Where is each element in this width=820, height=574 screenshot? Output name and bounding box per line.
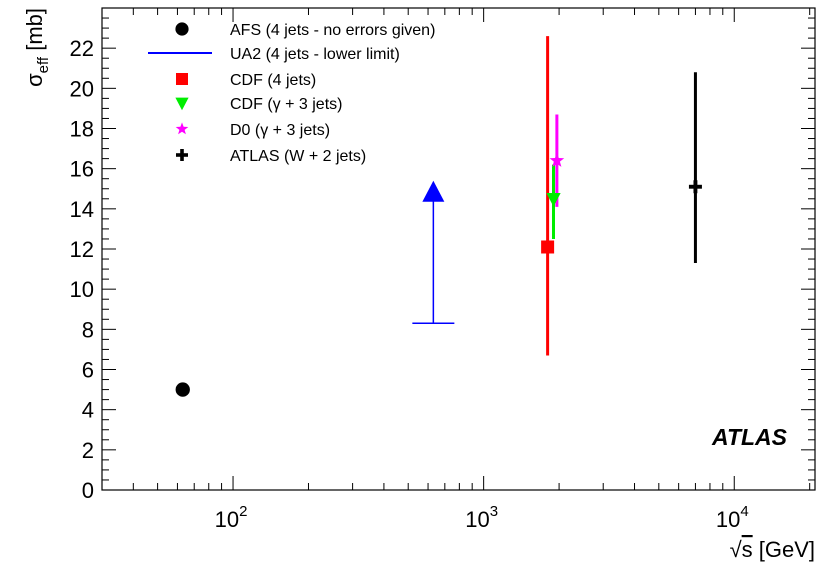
- plot-frame: [101, 7, 816, 491]
- y-tick-label: 0: [82, 478, 94, 503]
- marker-shape: [422, 180, 445, 202]
- marker-shape: [175, 97, 189, 111]
- legend-label: UA2 (4 jets - lower limit): [230, 46, 400, 63]
- y-axis-title: σeff [mb]: [22, 8, 52, 87]
- marker-shape: [175, 382, 190, 397]
- y-tick-label: 14: [70, 197, 94, 222]
- x-tick-label: 102: [215, 503, 248, 532]
- y-axis-ticks: 0 2 4 6 8 10 12 14 16 18 20 22: [70, 7, 815, 503]
- x-axis-title-sqrt: √: [730, 537, 743, 562]
- legend: AFS (4 jets - no errors given) UA2 (4 jet…: [148, 22, 435, 165]
- y-tick-label: 22: [70, 36, 94, 61]
- y-axis-title-unit: [mb]: [22, 8, 47, 57]
- legend-marker: [176, 149, 188, 161]
- marker-shape: [175, 22, 189, 36]
- y-tick-label: 12: [70, 237, 94, 262]
- legend-label: D0 (γ + 3 jets): [230, 122, 330, 139]
- svg-text:σeff [mb]: σeff [mb]: [22, 8, 52, 87]
- y-tick-label: 20: [70, 76, 94, 101]
- data-point: [546, 192, 561, 207]
- y-axis-title-sub: eff: [35, 56, 52, 73]
- y-tick-label: 6: [82, 358, 94, 383]
- y-tick-label: 10: [70, 277, 94, 302]
- legend-entry: AFS (4 jets - no errors given): [175, 22, 435, 39]
- x-tick-label: 103: [465, 503, 498, 532]
- x-axis-title-var: s: [742, 537, 753, 562]
- legend-marker: [176, 73, 188, 85]
- marker-shape: [549, 152, 565, 167]
- data-point: [688, 180, 702, 194]
- legend-entry: CDF (γ + 3 jets): [175, 96, 342, 113]
- legend-entry: ATLAS (W + 2 jets): [176, 148, 366, 165]
- marker-shape: [546, 192, 561, 207]
- y-tick-label: 4: [82, 398, 94, 423]
- legend-label: AFS (4 jets - no errors given): [230, 22, 435, 39]
- data-point: [549, 152, 565, 167]
- svg-text:√s [GeV]: √s [GeV]: [730, 537, 815, 562]
- y-tick-label: 18: [70, 117, 94, 142]
- y-tick-label: 2: [82, 438, 94, 463]
- legend-marker: [175, 122, 189, 135]
- legend-marker: [175, 22, 189, 36]
- data-markers: [175, 152, 702, 397]
- legend-entry: D0 (γ + 3 jets): [175, 122, 330, 139]
- brand-label: ATLAS: [711, 424, 788, 450]
- x-axis-title-unit: [GeV]: [753, 537, 815, 562]
- x-tick-label: 104: [716, 503, 749, 532]
- y-tick-label: 8: [82, 317, 94, 342]
- legend-label: CDF (4 jets): [230, 72, 316, 89]
- x-axis-ticks: 102 103 104: [101, 8, 811, 532]
- legend-label: ATLAS (W + 2 jets): [230, 148, 366, 165]
- legend-entry: CDF (4 jets): [176, 72, 316, 89]
- marker-shape: [541, 240, 555, 254]
- legend-label: CDF (γ + 3 jets): [230, 96, 342, 113]
- marker-shape: [176, 73, 188, 85]
- y-axis-title-sym: σ: [22, 73, 47, 87]
- data-point: [541, 240, 555, 254]
- x-axis-title: √s [GeV]: [730, 537, 815, 562]
- data-point: [175, 382, 190, 397]
- data-point: [422, 180, 445, 202]
- legend-marker: [175, 97, 189, 111]
- legend-entry: UA2 (4 jets - lower limit): [148, 46, 400, 63]
- y-tick-label: 16: [70, 157, 94, 182]
- marker-shape: [175, 122, 189, 135]
